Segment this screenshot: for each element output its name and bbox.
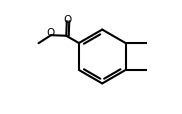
Text: O: O — [63, 15, 72, 25]
Text: O: O — [47, 28, 55, 38]
